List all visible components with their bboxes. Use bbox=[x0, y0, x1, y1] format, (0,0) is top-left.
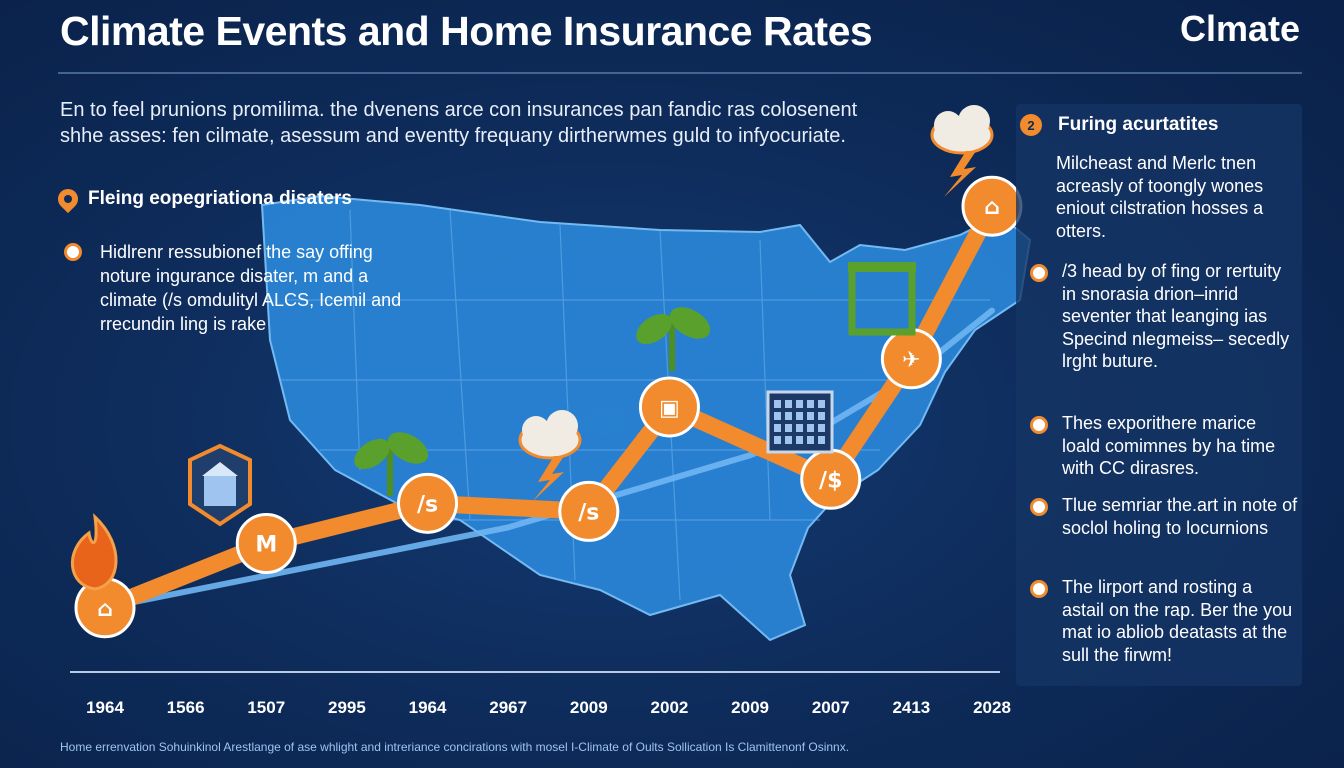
brand-logo-text: Clmate bbox=[1179, 8, 1300, 49]
x-tick-label: 2002 bbox=[651, 698, 689, 717]
storm-cloud-icon bbox=[930, 105, 994, 197]
bullet-dot-icon bbox=[1030, 498, 1048, 516]
event-marker: ⌂ bbox=[74, 577, 136, 639]
intro-paragraph: En to feel prunions promilima. the dvene… bbox=[60, 99, 858, 147]
right-panel-heading: 2 Furing acurtatites bbox=[1020, 114, 1218, 136]
event-marker-label: /s bbox=[578, 500, 599, 525]
event-marker-circle bbox=[235, 513, 297, 575]
x-tick-label: 1507 bbox=[247, 698, 285, 717]
right-info-panel bbox=[1016, 104, 1302, 686]
event-marker-label: M bbox=[255, 533, 277, 558]
bullet-dot-icon bbox=[1030, 580, 1048, 598]
location-pin-icon bbox=[53, 184, 83, 214]
bullet-dot-icon bbox=[1030, 416, 1048, 434]
x-tick-label: 1964 bbox=[409, 698, 447, 717]
plant-icon bbox=[354, 432, 429, 496]
page-title: Climate Events and Home Insurance Rates bbox=[60, 8, 873, 54]
x-tick-label: 2028 bbox=[973, 698, 1011, 717]
right-panel-item-text: Tlue semriar the.art in note of soclol h… bbox=[1062, 495, 1298, 538]
x-tick-label: 1964 bbox=[86, 698, 124, 717]
left-section-heading-label: Fleing eopegriationa disaters bbox=[88, 188, 352, 209]
numbered-pin-icon: 2 bbox=[1020, 114, 1042, 136]
x-tick-label: 2413 bbox=[892, 698, 930, 717]
event-marker: /$ bbox=[800, 448, 862, 510]
right-panel-item: /3 head by of fing or rertuity in snoras… bbox=[1030, 260, 1298, 373]
right-panel-item: Tlue semriar the.art in note of soclol h… bbox=[1030, 494, 1298, 539]
left-bullet-text: Hidlrenr ressubionef the say offing notu… bbox=[100, 242, 402, 334]
plant-icon bbox=[636, 307, 711, 371]
event-marker: /s bbox=[558, 480, 620, 542]
right-panel-item: The lirport and rosting a astail on the … bbox=[1030, 576, 1298, 666]
x-tick-label: 2007 bbox=[812, 698, 850, 717]
x-tick-label: 1566 bbox=[167, 698, 205, 717]
left-section-heading: Fleing eopegriationa disaters bbox=[53, 184, 352, 214]
event-marker-circle bbox=[558, 480, 620, 542]
storm-cloud-icon bbox=[518, 410, 582, 502]
bullet-dot-icon bbox=[64, 243, 82, 261]
bullet-dot-icon bbox=[1030, 264, 1048, 282]
event-marker: M bbox=[235, 513, 297, 575]
title-divider bbox=[58, 72, 1302, 74]
right-panel-item-text: The lirport and rosting a astail on the … bbox=[1062, 577, 1293, 665]
event-marker-label: ⌂ bbox=[984, 195, 1000, 220]
event-marker-label: ⌂ bbox=[97, 597, 113, 622]
x-tick-label: 2967 bbox=[489, 698, 527, 717]
flame-icon bbox=[71, 513, 118, 591]
x-tick-label: 2995 bbox=[328, 698, 366, 717]
right-panel-item-text: /3 head by of fing or rertuity in snoras… bbox=[1062, 261, 1290, 371]
right-panel-heading-label: Furing acurtatites bbox=[1058, 114, 1219, 135]
event-marker: ⌂ bbox=[961, 175, 1023, 237]
event-marker-label: ▣ bbox=[659, 396, 680, 421]
box-icon bbox=[848, 262, 916, 336]
x-tick-label: 2009 bbox=[570, 698, 608, 717]
event-marker-label: /$ bbox=[819, 468, 842, 493]
event-marker: /s bbox=[397, 472, 459, 534]
event-marker-label: /s bbox=[417, 492, 438, 517]
shield-building-icon bbox=[188, 443, 252, 527]
event-marker: ▣ bbox=[638, 376, 700, 438]
right-panel-item: Thes exporithere marice loald comimnes b… bbox=[1030, 412, 1298, 480]
right-panel-intro: Milcheast and Merlc tnen acreasly of too… bbox=[1056, 153, 1264, 241]
building-icon bbox=[766, 390, 834, 454]
event-marker: ✈ bbox=[880, 328, 942, 390]
footer-caption: Home errenvation Sohuinkinol Arestlange … bbox=[60, 740, 850, 754]
right-panel-item-text: Thes exporithere marice loald comimnes b… bbox=[1062, 413, 1276, 478]
event-marker-label: ✈ bbox=[902, 348, 920, 373]
event-marker-circle bbox=[638, 376, 700, 438]
event-marker-circle bbox=[397, 472, 459, 534]
x-tick-label: 2009 bbox=[731, 698, 769, 717]
left-bullet-item: Hidlrenr ressubionef the say offing notu… bbox=[64, 240, 404, 336]
